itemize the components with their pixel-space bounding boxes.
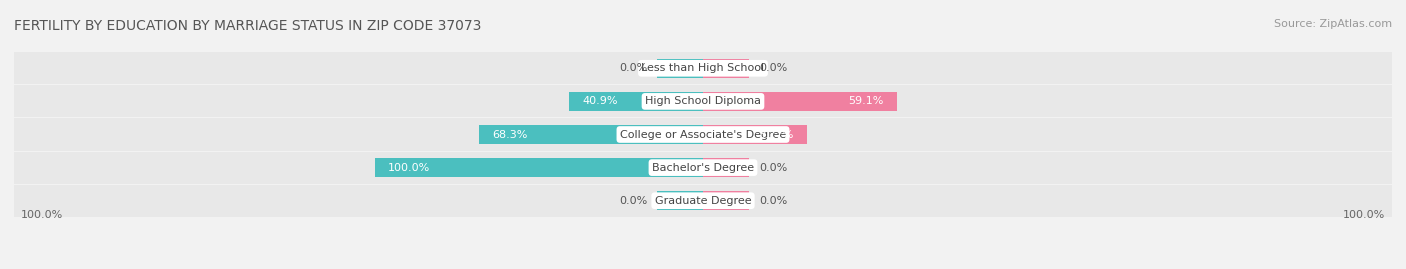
Bar <box>703 191 749 210</box>
Bar <box>657 59 703 78</box>
Text: Source: ZipAtlas.com: Source: ZipAtlas.com <box>1274 19 1392 29</box>
Text: 68.3%: 68.3% <box>492 129 527 140</box>
Text: High School Diploma: High School Diploma <box>645 96 761 107</box>
Text: College or Associate's Degree: College or Associate's Degree <box>620 129 786 140</box>
Bar <box>14 185 1392 217</box>
Text: 40.9%: 40.9% <box>582 96 617 107</box>
Text: Less than High School: Less than High School <box>641 63 765 73</box>
Text: 0.0%: 0.0% <box>759 63 787 73</box>
Text: 100.0%: 100.0% <box>388 162 430 173</box>
Bar <box>703 59 749 78</box>
Text: Bachelor's Degree: Bachelor's Degree <box>652 162 754 173</box>
Text: 0.0%: 0.0% <box>619 63 647 73</box>
Bar <box>479 125 703 144</box>
Bar <box>703 125 807 144</box>
Bar <box>14 85 1392 118</box>
Bar <box>703 158 749 177</box>
Bar <box>14 118 1392 151</box>
Text: 31.7%: 31.7% <box>758 129 794 140</box>
Text: 0.0%: 0.0% <box>759 196 787 206</box>
Bar <box>14 52 1392 84</box>
Text: 100.0%: 100.0% <box>21 210 63 220</box>
Bar <box>375 158 703 177</box>
Bar <box>703 92 897 111</box>
Legend: Married, Unmarried: Married, Unmarried <box>628 267 778 269</box>
Bar <box>14 151 1392 184</box>
Bar <box>569 92 703 111</box>
Text: Graduate Degree: Graduate Degree <box>655 196 751 206</box>
Text: FERTILITY BY EDUCATION BY MARRIAGE STATUS IN ZIP CODE 37073: FERTILITY BY EDUCATION BY MARRIAGE STATU… <box>14 19 481 33</box>
Text: 100.0%: 100.0% <box>1343 210 1385 220</box>
Text: 0.0%: 0.0% <box>619 196 647 206</box>
Bar <box>657 191 703 210</box>
Text: 59.1%: 59.1% <box>848 96 884 107</box>
Text: 0.0%: 0.0% <box>759 162 787 173</box>
